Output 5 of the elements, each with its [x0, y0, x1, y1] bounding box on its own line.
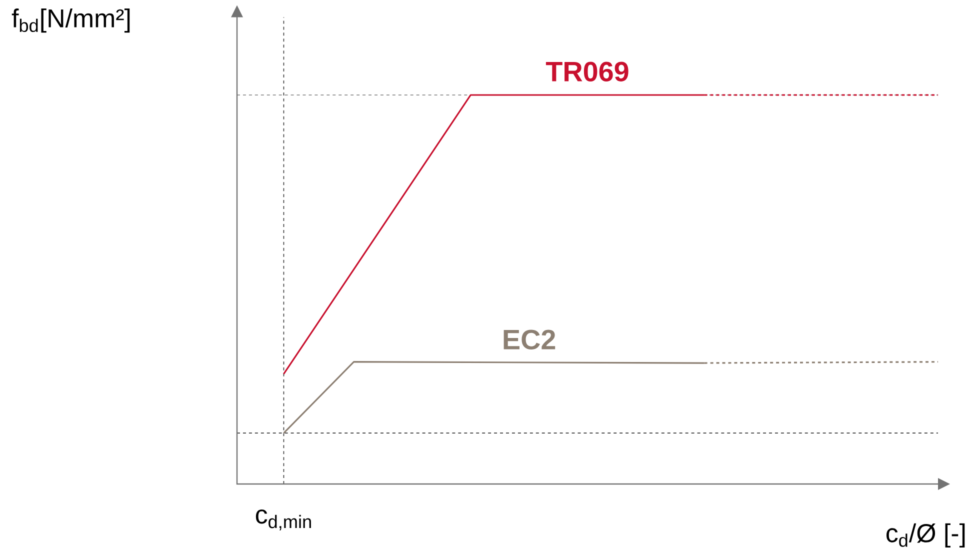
y-axis-title: f$_{bd}$[N/mm²]	[12, 8, 130, 33]
series-label: EC2	[504, 330, 556, 350]
series-label: TR069	[546, 62, 628, 82]
x-axis-title: c$_{d}$/Ø [-]	[886, 523, 965, 548]
text: c$_{d,min}$	[256, 510, 311, 530]
